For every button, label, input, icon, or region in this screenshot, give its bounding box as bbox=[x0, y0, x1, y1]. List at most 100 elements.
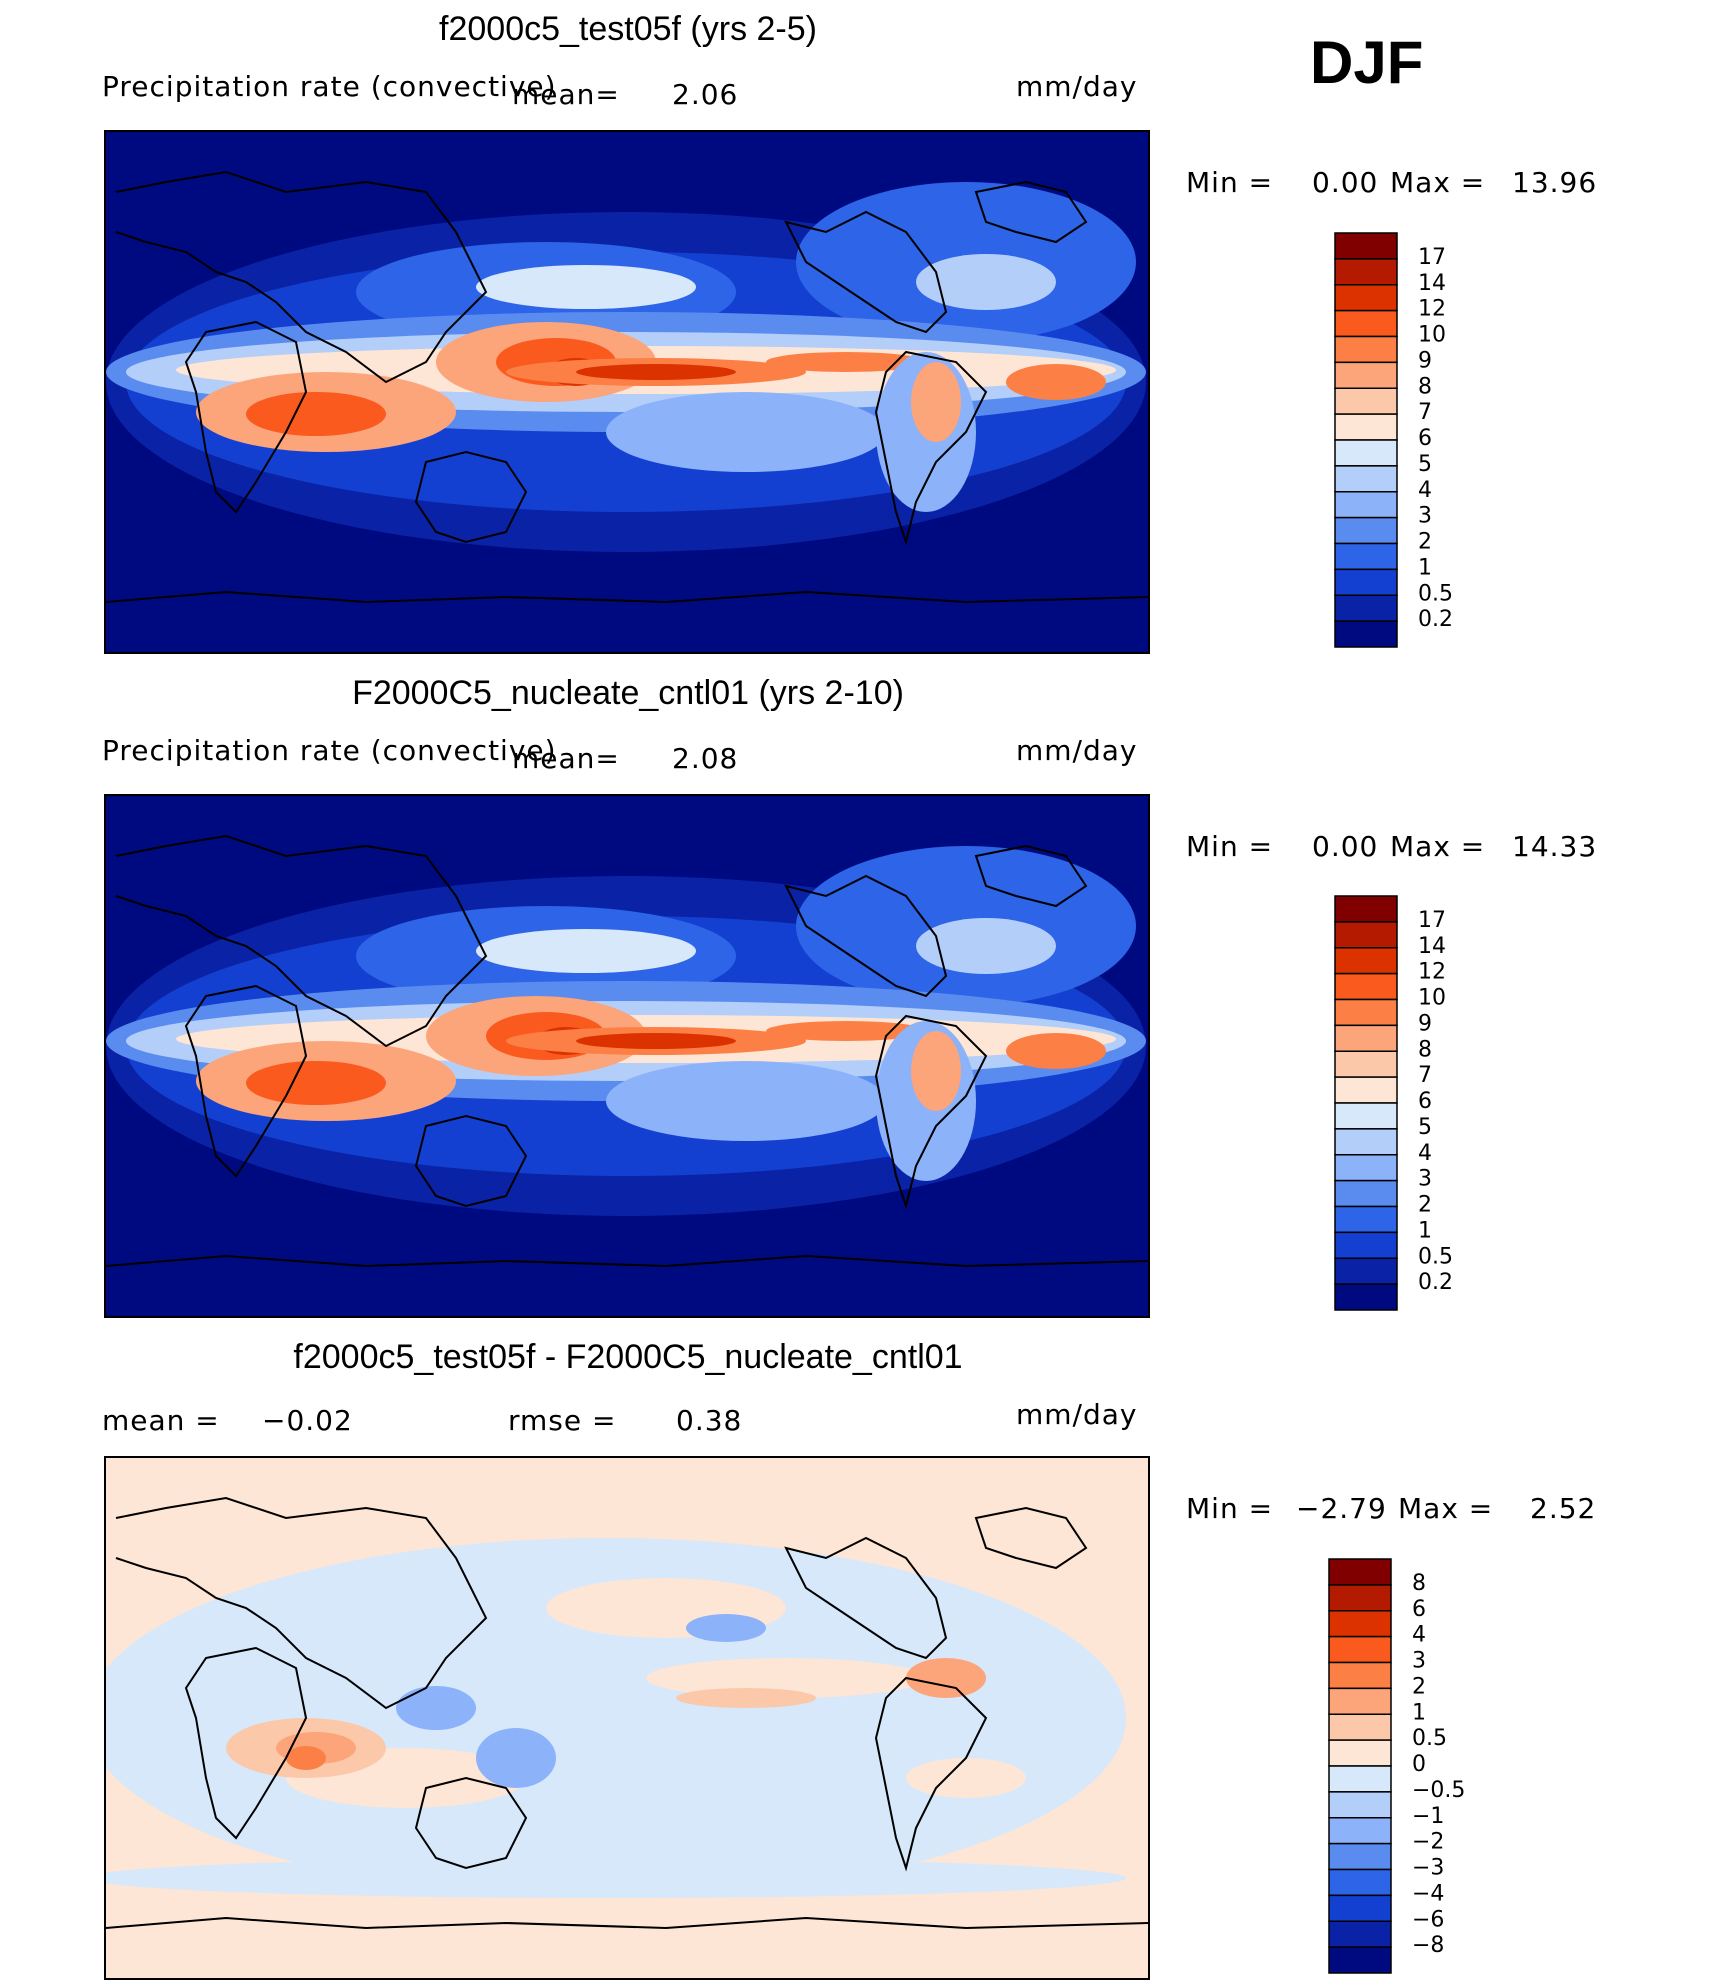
colorbar-swatch bbox=[1334, 1102, 1398, 1130]
colorbar-swatch bbox=[1334, 361, 1398, 389]
colorbar-tick-label: −0.5 bbox=[1412, 1778, 1465, 1803]
colorbar-swatch bbox=[1334, 1257, 1398, 1285]
colorbar-swatch bbox=[1334, 258, 1398, 286]
colorbar-swatch bbox=[1334, 1024, 1398, 1052]
colorbar-swatch bbox=[1334, 1231, 1398, 1259]
colorbar-tick-label: 2 bbox=[1412, 1674, 1426, 1699]
colorbar-swatch bbox=[1334, 465, 1398, 493]
colorbar-tick-label: 1 bbox=[1418, 1218, 1432, 1243]
colorbar-tick-label: 7 bbox=[1418, 400, 1432, 425]
colorbar-swatch bbox=[1328, 1868, 1392, 1897]
season-label: DJF bbox=[1310, 29, 1424, 96]
panel2-max-label: Max = bbox=[1390, 830, 1486, 863]
colorbar-tick-label: 3 bbox=[1412, 1649, 1426, 1674]
colorbar-tick-label: 6 bbox=[1418, 426, 1432, 451]
panel1-map-svg bbox=[106, 132, 1148, 652]
colorbar-swatch bbox=[1328, 1635, 1392, 1664]
panel1-field-label: Precipitation rate (convective) bbox=[102, 70, 557, 103]
colorbar-tick-label: 0 bbox=[1412, 1752, 1426, 1777]
colorbar-tick-label: 9 bbox=[1418, 348, 1432, 373]
panel2-coastlines bbox=[106, 834, 1148, 1268]
colorbar-swatch bbox=[1334, 1205, 1398, 1234]
colorbar-swatch bbox=[1334, 998, 1398, 1027]
panel3-coastlines bbox=[106, 1496, 1148, 1930]
panel3-field bbox=[106, 1538, 1148, 1978]
colorbar-swatch bbox=[1334, 921, 1398, 949]
colorbar-swatch bbox=[1334, 335, 1398, 364]
panel2-mean-label: mean= bbox=[512, 742, 620, 775]
colorbar-tick-label: 6 bbox=[1412, 1597, 1426, 1622]
panel3-rmse-value: 0.38 bbox=[676, 1404, 743, 1437]
colorbar-swatch bbox=[1328, 1584, 1392, 1612]
colorbar-tick-label: 5 bbox=[1418, 1115, 1432, 1140]
colorbar-tick-label: −8 bbox=[1412, 1933, 1444, 1958]
colorbar-swatch bbox=[1334, 387, 1398, 415]
colorbar-tick-label: −4 bbox=[1412, 1881, 1444, 1906]
colorbar-swatch bbox=[1334, 568, 1398, 596]
colorbar-swatch bbox=[1334, 594, 1398, 622]
colorbar-tick-label: 14 bbox=[1418, 271, 1446, 296]
panel1-max-label: Max = bbox=[1390, 166, 1486, 199]
colorbar-swatch bbox=[1328, 1739, 1392, 1767]
panel2-max-value: 14.33 bbox=[1512, 830, 1598, 863]
colorbar-tick-label: 10 bbox=[1418, 986, 1446, 1011]
panel1-colorbar: 17 14 12 10 9 8 7 6 5 4 3 2 1 0.5 0.2 bbox=[1334, 232, 1453, 648]
panel3-mean-value: −0.02 bbox=[262, 1404, 353, 1437]
colorbar-swatch bbox=[1334, 439, 1398, 467]
panel2-mean-value: 2.08 bbox=[672, 742, 739, 775]
colorbar-swatch bbox=[1334, 1154, 1398, 1182]
panel3-max-label: Max = bbox=[1398, 1492, 1494, 1525]
colorbar-swatch bbox=[1334, 413, 1398, 441]
colorbar-tick-label: 0.2 bbox=[1418, 607, 1453, 632]
colorbar-tick-label: −1 bbox=[1412, 1804, 1444, 1829]
colorbar-swatch bbox=[1334, 1076, 1398, 1104]
colorbar-swatch bbox=[1328, 1946, 1392, 1974]
colorbar-tick-label: 1 bbox=[1418, 555, 1432, 580]
panel2-min-value: 0.00 bbox=[1312, 830, 1379, 863]
colorbar-swatch bbox=[1334, 542, 1398, 571]
colorbar-swatch bbox=[1334, 1179, 1398, 1208]
colorbar-swatch bbox=[1334, 947, 1398, 975]
colorbar-tick-label: 4 bbox=[1418, 478, 1432, 503]
panel1-min-label: Min = bbox=[1186, 166, 1274, 199]
colorbar-swatch bbox=[1328, 1687, 1392, 1715]
colorbar-tick-label: 0.5 bbox=[1412, 1726, 1447, 1751]
colorbar-swatch bbox=[1328, 1842, 1392, 1871]
colorbar-swatch bbox=[1328, 1713, 1392, 1741]
colorbar-tick-label: 2 bbox=[1418, 1193, 1432, 1218]
colorbar-tick-label: −2 bbox=[1412, 1830, 1444, 1855]
panel3-max-value: 2.52 bbox=[1530, 1492, 1597, 1525]
colorbar-swatch bbox=[1334, 284, 1398, 312]
colorbar-swatch bbox=[1334, 1283, 1398, 1311]
panel2-map bbox=[104, 794, 1150, 1318]
colorbar-tick-label: 10 bbox=[1418, 323, 1446, 348]
colorbar-tick-label: 5 bbox=[1418, 452, 1432, 477]
colorbar-tick-label: 0.2 bbox=[1418, 1270, 1453, 1295]
colorbar-tick-label: 6 bbox=[1418, 1089, 1432, 1114]
colorbar-swatch bbox=[1328, 1558, 1392, 1586]
panel1-units: mm/day bbox=[1016, 70, 1138, 103]
panel3-min-value: −2.79 bbox=[1296, 1492, 1387, 1525]
colorbar-tick-label: 4 bbox=[1412, 1623, 1426, 1648]
colorbar-swatch bbox=[1328, 1765, 1392, 1793]
panel2-colorbar: 17 14 12 10 9 8 7 6 5 4 3 2 1 0.5 0.2 bbox=[1334, 895, 1453, 1311]
colorbar-tick-label: 12 bbox=[1418, 960, 1446, 985]
panel3-title: f2000c5_test05f - F2000C5_nucleate_cntl0… bbox=[293, 1338, 963, 1376]
panel2-min-label: Min = bbox=[1186, 830, 1274, 863]
colorbar-swatch bbox=[1328, 1920, 1392, 1948]
panel1-title: f2000c5_test05f (yrs 2-5) bbox=[439, 10, 817, 48]
panel3-colorbar: 8 6 4 3 2 1 0.5 0 −0.5 −1 −2 −3 −4 −6 −8 bbox=[1328, 1558, 1465, 1974]
colorbar-tick-label: 7 bbox=[1418, 1063, 1432, 1088]
colorbar-swatch bbox=[1334, 620, 1398, 648]
colorbar-tick-label: −6 bbox=[1412, 1907, 1444, 1932]
colorbar-tick-label: 12 bbox=[1418, 297, 1446, 322]
colorbar-swatch bbox=[1334, 972, 1398, 1001]
colorbar-tick-label: 9 bbox=[1418, 1011, 1432, 1036]
colorbar-swatch bbox=[1334, 309, 1398, 338]
colorbar-tick-label: −3 bbox=[1412, 1856, 1444, 1881]
panel3-mean-label: mean = bbox=[102, 1404, 220, 1437]
colorbar-swatch bbox=[1328, 1894, 1392, 1922]
